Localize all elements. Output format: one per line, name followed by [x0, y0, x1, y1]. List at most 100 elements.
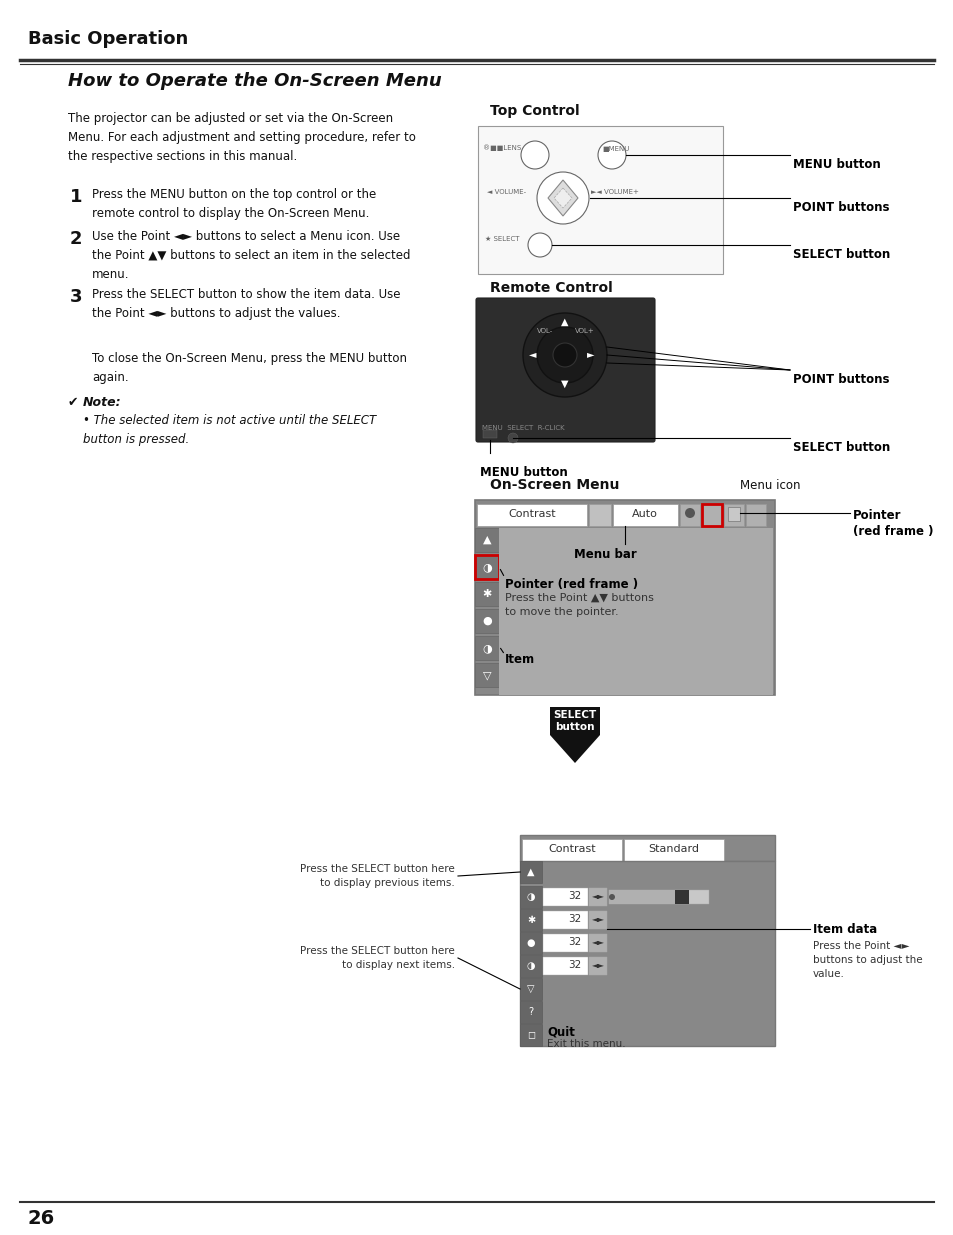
Text: Basic Operation: Basic Operation	[28, 30, 188, 48]
Text: 32: 32	[567, 937, 580, 947]
Bar	[542, 957, 587, 974]
Circle shape	[527, 233, 552, 257]
Bar	[475, 663, 498, 687]
Circle shape	[608, 894, 615, 900]
Text: Press the SELECT button to show the item data. Use
the Point ◄► buttons to adjus: Press the SELECT button to show the item…	[91, 288, 400, 320]
Bar	[477, 126, 722, 274]
Bar	[519, 978, 541, 1000]
Text: Top Control: Top Control	[490, 104, 579, 119]
Text: To close the On-Screen Menu, press the MENU button
again.: To close the On-Screen Menu, press the M…	[91, 352, 407, 384]
Text: MENU button: MENU button	[479, 466, 567, 479]
Text: On-Screen Menu: On-Screen Menu	[490, 478, 618, 492]
Text: Menu bar: Menu bar	[573, 548, 636, 561]
Text: Note:: Note:	[83, 396, 121, 409]
Bar	[723, 504, 743, 526]
Text: Contrast: Contrast	[548, 844, 596, 853]
Circle shape	[537, 327, 593, 383]
Text: ◄►: ◄►	[591, 961, 604, 969]
FancyBboxPatch shape	[550, 706, 599, 735]
Text: POINT buttons: POINT buttons	[792, 201, 888, 214]
Polygon shape	[554, 188, 572, 207]
Text: Use the Point ◄► buttons to select a Menu icon. Use
the Point ▲▼ buttons to sele: Use the Point ◄► buttons to select a Men…	[91, 230, 410, 282]
Text: ◄: ◄	[529, 350, 536, 359]
Bar	[588, 504, 610, 526]
Circle shape	[537, 172, 588, 224]
Text: 1: 1	[70, 188, 82, 206]
Text: 2: 2	[70, 230, 82, 248]
Text: Standard: Standard	[648, 844, 699, 853]
Bar	[727, 508, 740, 521]
Bar	[588, 957, 606, 974]
Bar	[701, 504, 721, 526]
Text: ►: ►	[586, 350, 594, 359]
Circle shape	[522, 312, 606, 396]
Text: ●: ●	[526, 939, 535, 948]
Text: Auto: Auto	[632, 509, 658, 519]
Text: Press the MENU button on the top control or the
remote control to display the On: Press the MENU button on the top control…	[91, 188, 375, 220]
Text: ●: ●	[481, 616, 492, 626]
Circle shape	[553, 343, 577, 367]
Circle shape	[520, 141, 548, 169]
Text: 32: 32	[567, 914, 580, 924]
Bar	[475, 582, 498, 606]
Text: ▼: ▼	[560, 379, 568, 389]
Text: VOL+: VOL+	[575, 329, 594, 333]
Text: Pointer
(red frame ): Pointer (red frame )	[852, 509, 933, 538]
Bar	[542, 911, 587, 929]
Text: ▽: ▽	[527, 984, 535, 994]
Bar	[608, 890, 680, 904]
Bar	[701, 504, 721, 526]
Polygon shape	[547, 180, 578, 216]
Text: SELECT button: SELECT button	[792, 248, 889, 261]
Text: ✱: ✱	[526, 915, 535, 925]
Bar	[519, 909, 541, 931]
Bar	[519, 861, 774, 1046]
Text: Exit this menu.: Exit this menu.	[546, 1039, 625, 1049]
Bar	[519, 861, 541, 883]
Bar	[519, 885, 541, 908]
Text: ?: ?	[528, 1007, 533, 1016]
Text: 26: 26	[28, 1209, 55, 1228]
Text: Item data: Item data	[812, 923, 877, 936]
Text: ◄►: ◄►	[591, 892, 604, 900]
Text: POINT buttons: POINT buttons	[792, 373, 888, 387]
Text: How to Operate the On-Screen Menu: How to Operate the On-Screen Menu	[68, 72, 441, 90]
Bar	[519, 932, 541, 953]
Text: 32: 32	[567, 960, 580, 969]
Bar	[608, 890, 708, 904]
Text: ✱: ✱	[482, 589, 491, 599]
Text: ◄►: ◄►	[591, 937, 604, 946]
Text: ◄ VOLUME-: ◄ VOLUME-	[486, 189, 525, 195]
Bar	[475, 555, 498, 579]
Bar	[482, 430, 497, 438]
Bar	[675, 890, 688, 904]
Polygon shape	[550, 735, 599, 763]
Text: ▲: ▲	[482, 535, 491, 545]
Bar	[521, 839, 621, 861]
Bar	[588, 888, 606, 906]
Text: ◑: ◑	[481, 562, 492, 572]
Text: Press the Point ◄►
buttons to adjust the
value.: Press the Point ◄► buttons to adjust the…	[812, 941, 922, 979]
Bar	[475, 609, 498, 634]
Text: Contrast: Contrast	[508, 509, 556, 519]
Bar	[542, 934, 587, 952]
Text: ◄►: ◄►	[591, 914, 604, 924]
Text: ◻: ◻	[526, 1030, 535, 1040]
Bar	[519, 835, 774, 861]
Text: Menu icon: Menu icon	[740, 479, 800, 492]
Text: The projector can be adjusted or set via the On-Screen
Menu. For each adjustment: The projector can be adjusted or set via…	[68, 112, 416, 163]
Text: Item: Item	[504, 653, 535, 666]
Circle shape	[598, 141, 625, 169]
Text: VOL-: VOL-	[537, 329, 553, 333]
Text: Press the SELECT button here
to display previous items.: Press the SELECT button here to display …	[300, 864, 455, 888]
Text: Pointer (red frame ): Pointer (red frame )	[504, 578, 638, 592]
Bar	[613, 504, 678, 526]
Bar	[519, 1002, 541, 1023]
Text: ◑: ◑	[526, 961, 535, 971]
Text: Quit: Quit	[546, 1025, 575, 1039]
Bar	[679, 504, 700, 526]
Text: ◑: ◑	[481, 643, 492, 653]
Text: ▽: ▽	[482, 671, 491, 680]
Bar	[498, 529, 772, 695]
Bar	[519, 1024, 541, 1046]
